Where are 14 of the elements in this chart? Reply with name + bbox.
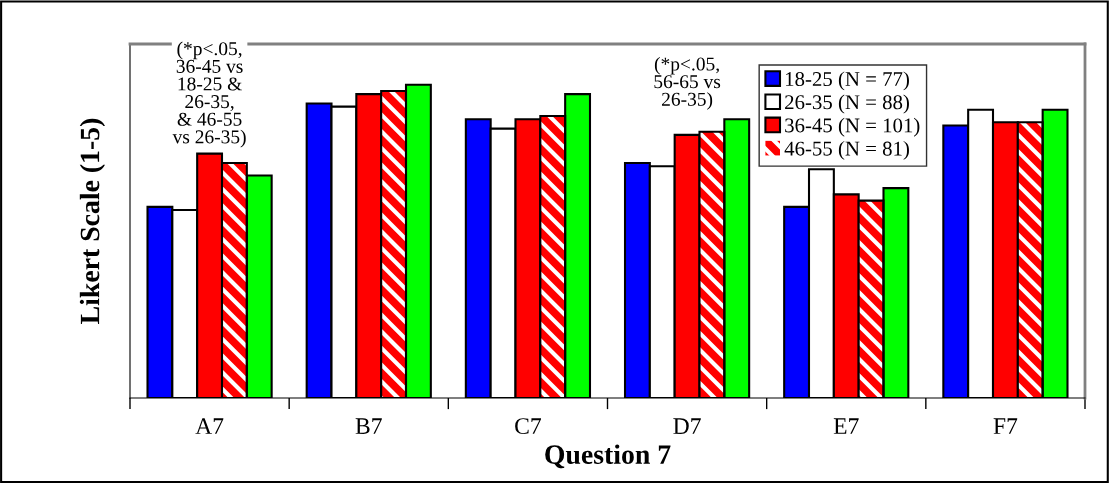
annotation: (*p<.05, 56-65 vs 26-35) xyxy=(654,56,721,110)
legend-label: 46-55 (N = 81) xyxy=(784,140,909,160)
legend-label: 26-35 (N = 88) xyxy=(785,94,909,114)
x-tick-label: A7 xyxy=(195,418,224,434)
x-tick-label: C7 xyxy=(515,418,542,435)
annotation: (*p<.05, 36-45 vs 18-25 & 26-35, & 46-55 vs 26-35) xyxy=(172,41,246,148)
x-tick-label: F7 xyxy=(993,418,1018,434)
legend-label: 18-25 (N = 77) xyxy=(786,71,909,91)
legend-label: 36-45 (N = 101) xyxy=(785,117,920,137)
x-tick-label: D7 xyxy=(673,418,701,434)
x-axis-title: Question 7 xyxy=(545,444,671,469)
x-tick-label: B7 xyxy=(355,418,382,434)
x-tick-label: E7 xyxy=(833,418,859,434)
y-axis-title: Likert Scale (1-5) xyxy=(79,118,105,324)
